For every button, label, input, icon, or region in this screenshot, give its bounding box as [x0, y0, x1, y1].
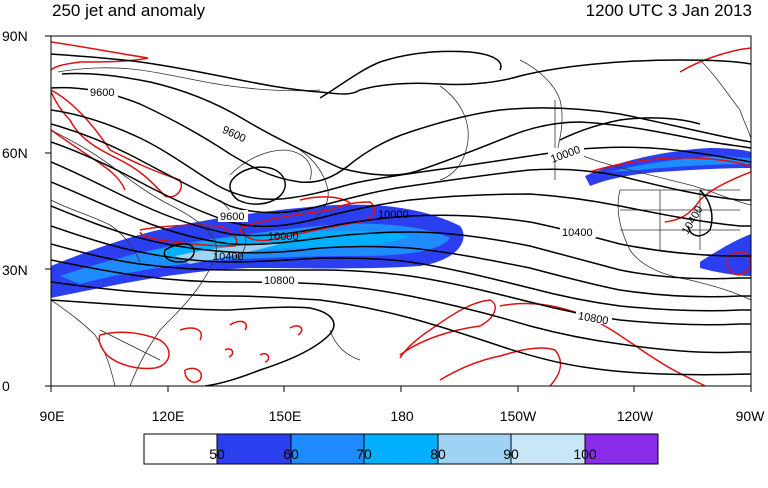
contour-label-10800-a: 10800 — [264, 275, 295, 287]
jet-shading — [51, 148, 751, 298]
colorbar-label-100: 100 — [573, 446, 597, 462]
colorbar-box-above-100 — [584, 433, 659, 465]
contour-label-10000-b: 10000 — [378, 209, 409, 221]
colorbar-box-70-80 — [363, 433, 439, 465]
lon-label-90w: 90W — [735, 408, 765, 424]
contour-label-10800-b: 10800 — [577, 310, 609, 327]
lon-label-90e: 90E — [39, 408, 65, 424]
map-timestamp: 1200 UTC 3 Jan 2013 — [585, 1, 752, 20]
lat-label-90n: 90N — [2, 28, 28, 44]
map-plot-area: 9600 9600 9600 10000 10000 10000 10400 1… — [51, 36, 751, 386]
lat-label-30n: 30N — [2, 262, 28, 278]
lat-label-0: 0 — [2, 378, 10, 394]
colorbar-box-90-100 — [510, 433, 586, 465]
colorbar-label-80: 80 — [430, 446, 446, 462]
colorbar-label-70: 70 — [356, 446, 372, 462]
contour-label-10400-b: 10400 — [213, 251, 244, 263]
height-contours — [51, 50, 751, 386]
colorbar-box-50-60 — [216, 433, 292, 465]
lon-label-120e: 120E — [151, 408, 185, 424]
contour-label-9600-a: 9600 — [90, 87, 114, 99]
lat-label-60n: 60N — [2, 145, 28, 161]
colorbar-box-80-90 — [437, 433, 512, 465]
colorbar-label-60: 60 — [283, 446, 299, 462]
lon-label-150e: 150E — [268, 408, 302, 424]
map-frame — [45, 35, 752, 392]
contour-label-9600-c: 9600 — [220, 211, 244, 223]
colorbar-box-below-50 — [143, 433, 218, 465]
map-title: 250 jet and anomaly — [52, 1, 206, 20]
colorbar — [143, 433, 659, 465]
lon-label-120w: 120W — [616, 408, 654, 424]
lon-label-180: 180 — [390, 408, 414, 424]
contour-label-10400-a: 10400 — [562, 227, 593, 239]
colorbar-label-90: 90 — [503, 446, 519, 462]
colorbar-label-50: 50 — [209, 446, 225, 462]
lon-label-150w: 150W — [499, 408, 537, 424]
contour-label-10000-c: 10000 — [268, 231, 299, 243]
